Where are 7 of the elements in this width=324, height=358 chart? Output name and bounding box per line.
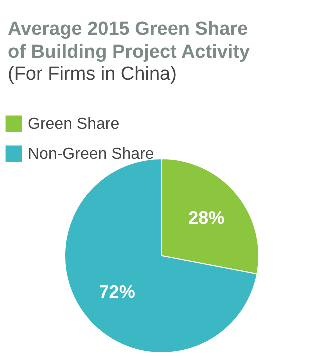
chart-subtitle: (For Firms in China)	[8, 64, 177, 85]
data-label: 72%	[99, 282, 136, 302]
pie-slice	[64, 158, 258, 354]
legend-label: Green Share	[28, 116, 120, 133]
data-label: 28%	[188, 208, 225, 228]
legend-label: Non-Green Share	[28, 146, 154, 163]
chart-title: Average 2015 Green Share of Building Project Activity	[8, 19, 251, 63]
